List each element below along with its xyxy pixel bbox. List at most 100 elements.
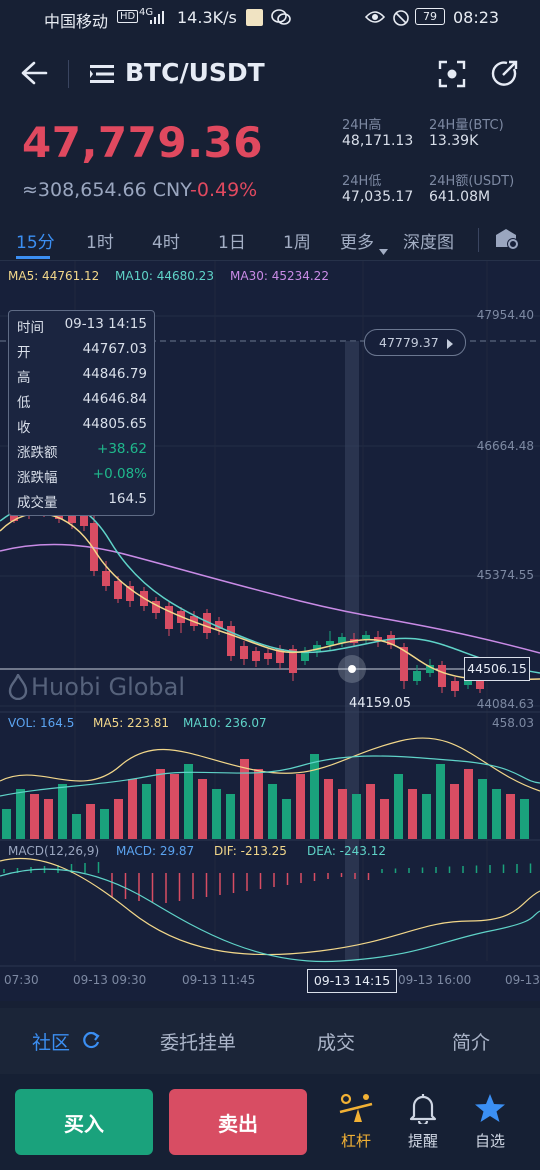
ma10-line bbox=[0, 499, 540, 674]
current-price-tag[interactable]: 47779.37 bbox=[364, 329, 466, 356]
bell-icon[interactable] bbox=[409, 1092, 437, 1128]
favorite-label[interactable]: 自选 bbox=[474, 1132, 505, 1150]
candle-body bbox=[10, 511, 18, 521]
tab-1h[interactable]: 1时 bbox=[86, 233, 114, 253]
tooltip-value: 44646.84 bbox=[82, 391, 147, 407]
battery-level: 79 bbox=[423, 10, 437, 23]
tab-4h[interactable]: 4时 bbox=[152, 233, 180, 253]
more-dropdown-icon[interactable] bbox=[379, 240, 388, 259]
time-axis-label: 09-13 16:00 bbox=[398, 973, 472, 987]
network-label: 4G bbox=[139, 7, 154, 18]
huobi-logo-icon bbox=[8, 672, 28, 704]
price-axis-label: 45374.55 bbox=[476, 568, 534, 582]
tab-1d[interactable]: 1日 bbox=[218, 233, 246, 253]
app-notification-icon bbox=[246, 9, 263, 26]
tooltip-value: +38.62 bbox=[97, 441, 147, 457]
info-tabs: 社区 委托挂单 成交 简介 bbox=[0, 1008, 540, 1074]
volume-bar bbox=[436, 764, 445, 839]
battery-icon: 79 bbox=[415, 8, 445, 25]
volume-bar bbox=[394, 774, 403, 839]
volume-bar bbox=[408, 789, 417, 839]
pair-menu-icon[interactable] bbox=[90, 64, 116, 88]
volume-bar bbox=[296, 774, 305, 839]
candle-tooltip: 时间 09-13 14:15 开 44767.03 高 44846.79 低 44646… bbox=[8, 310, 155, 516]
volume-bar bbox=[450, 784, 459, 839]
tab-1w[interactable]: 1周 bbox=[283, 233, 311, 253]
buy-button[interactable]: 买入 bbox=[15, 1089, 153, 1155]
volume-bar bbox=[44, 799, 53, 839]
volume-bar bbox=[156, 769, 165, 839]
tab-intro[interactable]: 简介 bbox=[452, 1032, 491, 1054]
candle-body bbox=[165, 606, 173, 629]
pair-title[interactable]: BTC/USDT bbox=[125, 58, 265, 87]
volume-bar bbox=[268, 784, 277, 839]
kline-canvas[interactable] bbox=[0, 261, 540, 1001]
low-marker-label: 44159.05 bbox=[349, 696, 412, 711]
candle-body bbox=[476, 681, 484, 689]
share-icon[interactable] bbox=[489, 59, 519, 93]
dif-label: DIF: -213.25 bbox=[214, 844, 287, 858]
divider bbox=[478, 228, 479, 252]
candle-body bbox=[203, 613, 211, 633]
tab-15m[interactable]: 15分 bbox=[16, 233, 55, 253]
vol-usdt-value: 641.08M bbox=[429, 189, 491, 205]
clock-label: 08:23 bbox=[453, 8, 500, 27]
time-axis-label: 09-13 bbox=[505, 973, 540, 987]
volume-bar bbox=[58, 784, 67, 839]
vol-max-label: 458.03 bbox=[492, 716, 534, 730]
tab-trades[interactable]: 成交 bbox=[317, 1032, 356, 1054]
tooltip-change-row: 涨跌额 +38.62 bbox=[17, 441, 147, 461]
volume-bar bbox=[226, 794, 235, 839]
tooltip-value: 44846.79 bbox=[82, 366, 147, 382]
candle-body bbox=[215, 621, 223, 629]
leverage-label[interactable]: 杠杆 bbox=[340, 1132, 371, 1150]
tooltip-label: 高 bbox=[17, 370, 31, 386]
candle-body bbox=[252, 651, 260, 661]
star-icon[interactable] bbox=[474, 1092, 506, 1128]
tooltip-volume-row: 成交量 164.5 bbox=[17, 491, 147, 511]
tab-orders[interactable]: 委托挂单 bbox=[160, 1032, 237, 1054]
volume-bar bbox=[128, 779, 137, 839]
refresh-icon[interactable] bbox=[82, 1031, 100, 1053]
volume-bar bbox=[240, 759, 249, 839]
tab-depth[interactable]: 深度图 bbox=[403, 233, 454, 253]
tooltip-close-row: 收 44805.65 bbox=[17, 416, 147, 436]
chart-settings-icon[interactable] bbox=[494, 227, 520, 255]
alert-label[interactable]: 提醒 bbox=[407, 1132, 438, 1150]
tooltip-high-row: 高 44846.79 bbox=[17, 366, 147, 386]
vol-ma5-line bbox=[0, 737, 540, 792]
candle-body bbox=[301, 653, 309, 661]
dea-line bbox=[0, 868, 540, 963]
tab-more[interactable]: 更多 bbox=[340, 233, 374, 253]
volume-bar bbox=[324, 779, 333, 839]
volume-bar bbox=[478, 779, 487, 839]
candle-body bbox=[276, 649, 284, 663]
candle-body bbox=[240, 646, 248, 659]
signal-icon bbox=[150, 9, 166, 28]
candle-body bbox=[114, 581, 122, 599]
candle-body bbox=[362, 635, 370, 639]
change-percent: -0.49% bbox=[190, 179, 258, 201]
speed-label: 14.3K/s bbox=[177, 8, 237, 27]
ma30-line bbox=[0, 543, 540, 654]
tab-community[interactable]: 社区 bbox=[32, 1032, 71, 1054]
tooltip-change-pct-row: 涨跌幅 +0.08% bbox=[17, 466, 147, 486]
volume-bar bbox=[352, 794, 361, 839]
candle-body bbox=[313, 645, 321, 651]
tooltip-label: 涨跌额 bbox=[17, 445, 58, 461]
sell-button[interactable]: 卖出 bbox=[169, 1089, 307, 1155]
volume-bar bbox=[30, 794, 39, 839]
vol-usdt-label: 24H额(USDT) bbox=[429, 174, 515, 189]
candle-body bbox=[289, 649, 297, 673]
back-arrow-icon[interactable] bbox=[20, 60, 48, 90]
tooltip-label: 时间 bbox=[17, 320, 44, 336]
time-axis-label: 07:30 bbox=[4, 973, 39, 987]
wechat-icon bbox=[271, 8, 291, 30]
tooltip-value: 44805.65 bbox=[82, 416, 147, 432]
fullscreen-icon[interactable] bbox=[438, 60, 466, 92]
leverage-icon[interactable] bbox=[338, 1092, 374, 1128]
volume-bar bbox=[72, 814, 81, 839]
candle-body bbox=[227, 626, 235, 656]
volume-bar bbox=[2, 809, 11, 839]
volume-bar bbox=[142, 784, 151, 839]
